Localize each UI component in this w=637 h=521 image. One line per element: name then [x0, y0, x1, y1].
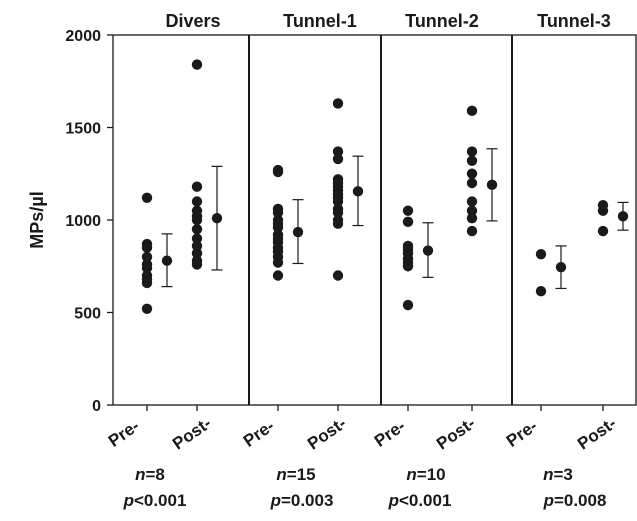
- data-point: [191, 59, 203, 70]
- data-point: [332, 196, 344, 207]
- data-point: [191, 248, 203, 259]
- y-tick-label: 1500: [65, 121, 101, 138]
- mean-point: [617, 211, 629, 222]
- group-n: n=15: [276, 465, 315, 484]
- data-point: [272, 166, 284, 178]
- mean-point: [486, 179, 498, 191]
- data-point: [466, 225, 478, 237]
- mean-point: [555, 261, 567, 273]
- y-tick-label: 0: [92, 398, 101, 415]
- data-point: [466, 196, 478, 207]
- data-point: [402, 299, 414, 311]
- data-point: [272, 270, 284, 281]
- data-point: [332, 146, 344, 157]
- p-value: =0.003: [281, 491, 333, 510]
- y-tick-label: 500: [74, 306, 101, 323]
- data-point: [191, 233, 203, 244]
- group-p: p=0.003: [270, 491, 334, 510]
- group-n: n=10: [406, 465, 445, 484]
- x-tick-label: Post-: [304, 414, 350, 454]
- p-symbol: p: [388, 491, 399, 510]
- data-point: [332, 153, 344, 165]
- data-point: [466, 177, 478, 189]
- group-p: p<0.001: [388, 491, 452, 510]
- n-value: =3: [554, 465, 573, 484]
- data-point: [402, 205, 414, 216]
- p-value: <0.001: [134, 491, 186, 510]
- group-n: n=3: [543, 465, 573, 484]
- n-value: =8: [146, 465, 165, 484]
- group-title: Tunnel-1: [283, 11, 357, 31]
- data-point: [272, 257, 284, 268]
- data-point: [191, 214, 203, 226]
- data-point: [191, 224, 203, 235]
- x-tick-label: Pre-: [240, 416, 278, 451]
- data-point: [191, 196, 203, 207]
- group-title: Tunnel-3: [537, 11, 611, 31]
- data-point: [141, 251, 153, 263]
- n-value: =10: [417, 465, 446, 484]
- x-tick-label: Pre-: [105, 416, 143, 451]
- data-point: [191, 181, 203, 192]
- plot-frame: [112, 34, 637, 406]
- group-title: Divers: [165, 11, 220, 31]
- p-symbol: p: [123, 491, 134, 510]
- y-tick-label: 1000: [65, 213, 101, 230]
- x-tick-label: Post-: [574, 414, 620, 454]
- mean-point: [211, 212, 223, 224]
- data-point: [332, 98, 344, 109]
- group-p: p=0.008: [543, 491, 607, 510]
- data-point: [535, 249, 547, 260]
- p-value: <0.001: [399, 491, 451, 510]
- n-value: =15: [287, 465, 316, 484]
- group-p: p<0.001: [123, 491, 187, 510]
- x-tick-label: Post-: [169, 414, 215, 454]
- y-tick-label: 2000: [65, 28, 101, 45]
- data-point: [466, 212, 478, 224]
- data-point: [466, 168, 478, 179]
- p-value: =0.008: [554, 491, 606, 510]
- data-point: [402, 261, 414, 272]
- data-point: [466, 105, 478, 117]
- data-point: [141, 192, 153, 203]
- mean-point: [352, 186, 364, 197]
- data-point: [141, 262, 153, 274]
- data-point: [332, 270, 344, 281]
- n-symbol: n: [276, 465, 286, 484]
- p-symbol: p: [543, 491, 554, 510]
- data-point: [597, 225, 609, 237]
- x-tick-label: Post-: [433, 414, 479, 454]
- x-tick-label: Pre-: [503, 416, 541, 451]
- group-n: n=8: [135, 465, 165, 484]
- data-point: [535, 286, 547, 297]
- data-point: [466, 205, 478, 216]
- data-point: [466, 146, 478, 157]
- x-tick-label: Pre-: [371, 416, 409, 451]
- data-point: [597, 205, 609, 216]
- n-symbol: n: [543, 465, 553, 484]
- mean-point: [161, 255, 173, 266]
- n-symbol: n: [135, 465, 145, 484]
- data-point: [332, 218, 344, 229]
- chart-marks: [141, 59, 629, 314]
- y-axis-label: MPs/µl: [27, 191, 47, 248]
- group-title: Tunnel-2: [405, 11, 479, 31]
- data-point: [402, 216, 414, 228]
- data-point: [332, 207, 344, 218]
- n-symbol: n: [406, 465, 416, 484]
- data-point: [141, 277, 153, 289]
- mean-point: [292, 226, 304, 238]
- data-point: [466, 155, 478, 166]
- data-point: [141, 242, 153, 253]
- data-point: [191, 259, 203, 270]
- axes: [107, 34, 637, 411]
- data-point: [272, 222, 284, 233]
- mean-point: [422, 245, 434, 256]
- p-symbol: p: [270, 491, 281, 510]
- data-point: [141, 303, 153, 314]
- data-point: [272, 207, 284, 218]
- data-point: [191, 240, 203, 252]
